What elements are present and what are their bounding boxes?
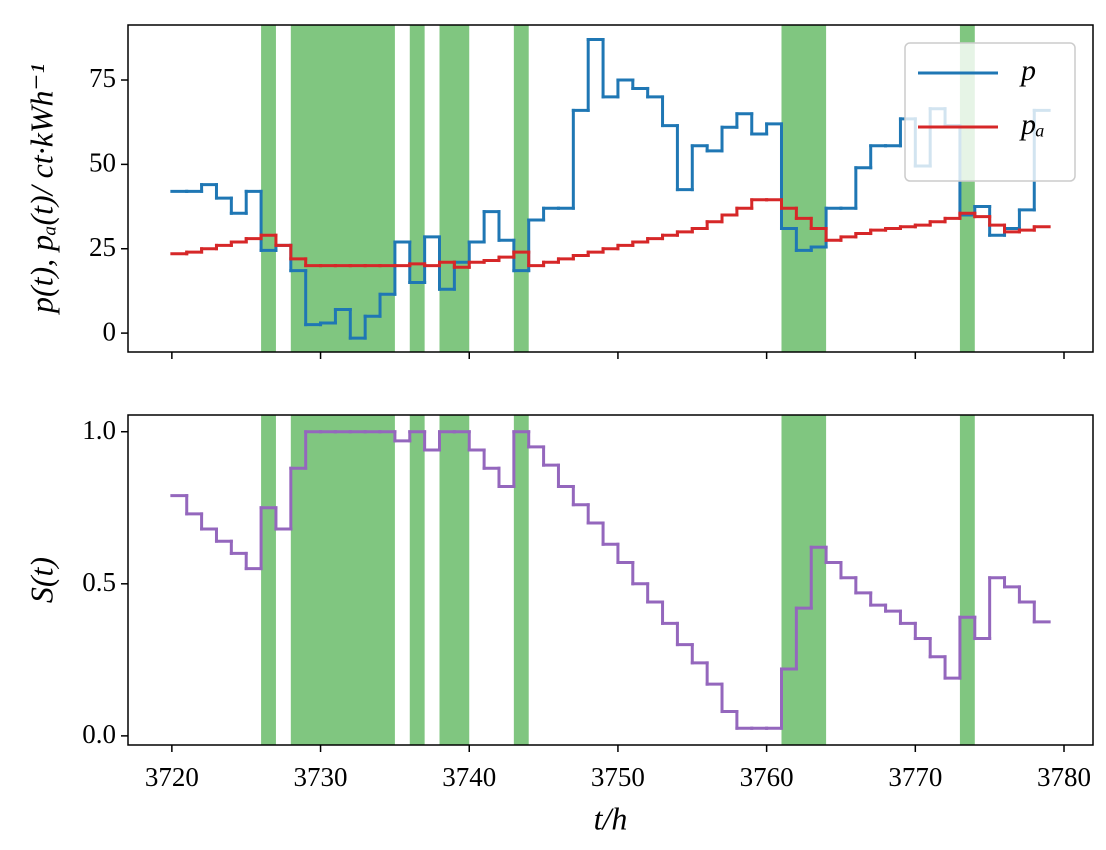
x-axis-label: t/h	[594, 800, 628, 836]
highlight-span	[513, 415, 529, 745]
legend-label: p	[1019, 54, 1036, 87]
x-tick-label: 3720	[145, 762, 199, 792]
x-tick-label: 3740	[442, 762, 496, 792]
highlight-span	[781, 25, 827, 352]
highlight-span	[290, 25, 395, 352]
highlight-span	[290, 415, 395, 745]
y-tick-label: 25	[89, 232, 116, 262]
y-axis-label: S(t)	[23, 557, 59, 603]
x-tick-label: 3780	[1037, 762, 1091, 792]
highlight-span	[439, 415, 470, 745]
y-tick-label: 0.0	[82, 719, 116, 749]
y-tick-label: 50	[89, 148, 116, 178]
highlight-span	[261, 25, 276, 352]
x-tick-label: 3770	[888, 762, 942, 792]
highlight-span	[439, 25, 470, 352]
y-tick-label: 1.0	[82, 415, 116, 445]
highlight-span	[781, 415, 827, 745]
y-axis-label: p(t), pₐ(t)/ ct·kWh⁻¹	[23, 64, 59, 315]
series	[170, 430, 1051, 730]
series	[170, 198, 1051, 269]
highlight-span	[513, 25, 529, 352]
y-tick-label: 0	[103, 316, 117, 346]
y-tick-label: 75	[89, 63, 116, 93]
axes-frame	[127, 24, 1094, 353]
highlight-span	[261, 415, 276, 745]
x-tick-label: 3760	[740, 762, 794, 792]
highlight-span	[959, 415, 975, 745]
series	[170, 38, 1051, 340]
legend-label: pₐ	[1019, 108, 1045, 141]
legend-box	[904, 42, 1076, 182]
highlight-span	[409, 415, 425, 745]
axes-frame	[127, 414, 1094, 746]
x-tick-label: 3750	[591, 762, 645, 792]
highlight-span	[409, 25, 425, 352]
x-tick-label: 3730	[294, 762, 348, 792]
y-tick-label: 0.5	[82, 567, 116, 597]
